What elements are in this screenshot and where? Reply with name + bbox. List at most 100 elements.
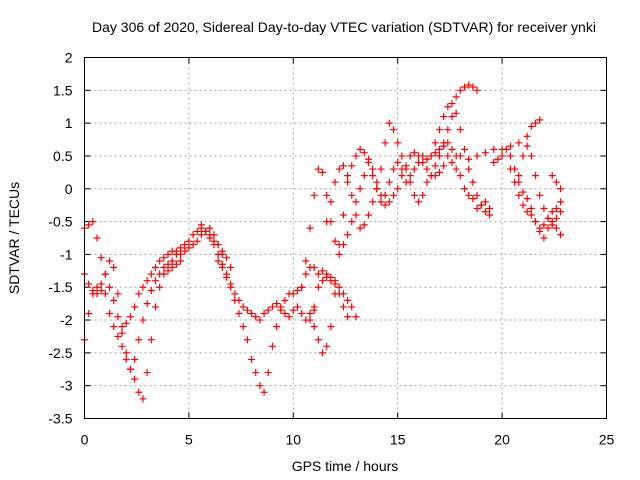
data-point [164, 260, 172, 268]
data-point [423, 155, 431, 163]
data-point [448, 159, 456, 167]
data-point [331, 178, 339, 186]
data-point [456, 172, 464, 180]
data-point [519, 201, 527, 209]
y-tick-label: -1.5 [48, 279, 72, 295]
x-tick-label: 5 [185, 432, 193, 448]
data-point [452, 109, 460, 117]
data-point [239, 323, 247, 331]
plot-frame [84, 57, 607, 419]
data-point [122, 355, 130, 363]
data-point [160, 270, 168, 278]
chart-title: Day 306 of 2020, Sidereal Day-to-day VTE… [92, 19, 596, 35]
data-point [135, 388, 143, 396]
data-point [364, 155, 372, 163]
data-point [164, 267, 172, 275]
data-point [398, 172, 406, 180]
data-point [331, 237, 339, 245]
data-point [544, 224, 552, 232]
data-point [168, 264, 176, 272]
series-sat-C [81, 257, 185, 403]
data-point [519, 152, 527, 160]
data-point [552, 214, 560, 222]
data-point [331, 280, 339, 288]
data-point [156, 257, 164, 265]
data-point [156, 283, 164, 291]
data-point [490, 159, 498, 167]
data-point [473, 152, 481, 160]
data-point [540, 204, 548, 212]
data-point [260, 309, 268, 317]
data-point [93, 283, 101, 291]
data-point [319, 267, 327, 275]
data-point [410, 165, 418, 173]
data-point [139, 316, 147, 324]
data-point [314, 165, 322, 173]
data-point [552, 204, 560, 212]
data-point [523, 142, 531, 150]
data-point [394, 159, 402, 167]
data-point [147, 270, 155, 278]
data-point [523, 208, 531, 216]
data-point [151, 264, 159, 272]
data-point [339, 241, 347, 249]
x-tick-label: 25 [599, 432, 615, 448]
data-point [97, 287, 105, 295]
data-point [385, 178, 393, 186]
data-point [352, 152, 360, 160]
data-point [222, 254, 230, 262]
data-point [423, 165, 431, 173]
data-point [385, 198, 393, 206]
data-point [289, 306, 297, 314]
data-point [477, 201, 485, 209]
series-sat-N [490, 145, 560, 242]
data-point [406, 152, 414, 160]
data-point [314, 270, 322, 278]
data-point [557, 208, 565, 216]
data-point [481, 208, 489, 216]
series-sat-P [506, 165, 565, 232]
data-point [461, 145, 469, 153]
data-point [306, 224, 314, 232]
data-point [440, 139, 448, 147]
data-point [210, 231, 218, 239]
data-point [506, 142, 514, 150]
data-point [452, 93, 460, 101]
data-point [344, 172, 352, 180]
data-point [110, 323, 118, 331]
data-point [557, 185, 565, 193]
data-point [481, 149, 489, 157]
series-sat-G [306, 273, 360, 324]
data-point [435, 145, 443, 153]
data-point [227, 283, 235, 291]
data-point [490, 145, 498, 153]
data-point [527, 204, 535, 212]
data-point [377, 198, 385, 206]
data-point [373, 185, 381, 193]
data-point [135, 336, 143, 344]
data-point [494, 155, 502, 163]
series-sat-Q [548, 172, 565, 206]
data-point [506, 152, 514, 160]
data-point [273, 323, 281, 331]
data-point [106, 283, 114, 291]
data-point [502, 145, 510, 153]
data-point [486, 204, 494, 212]
data-point [444, 152, 452, 160]
data-point [151, 277, 159, 285]
data-point [85, 280, 93, 288]
data-point [373, 178, 381, 186]
data-point [122, 349, 130, 357]
data-point [281, 309, 289, 317]
data-point [456, 126, 464, 134]
series-sat-O [515, 116, 544, 180]
data-point [252, 369, 260, 377]
y-tick-labels: -3.5 -3 -2.5 -2 -1.5 -1 -0.5 0 0.5 1 1.5 2 [48, 50, 72, 427]
data-point [348, 303, 356, 311]
data-point [85, 221, 93, 229]
data-point [398, 152, 406, 160]
data-point [302, 270, 310, 278]
data-point [461, 83, 469, 91]
data-point [110, 264, 118, 272]
data-point [118, 342, 126, 350]
